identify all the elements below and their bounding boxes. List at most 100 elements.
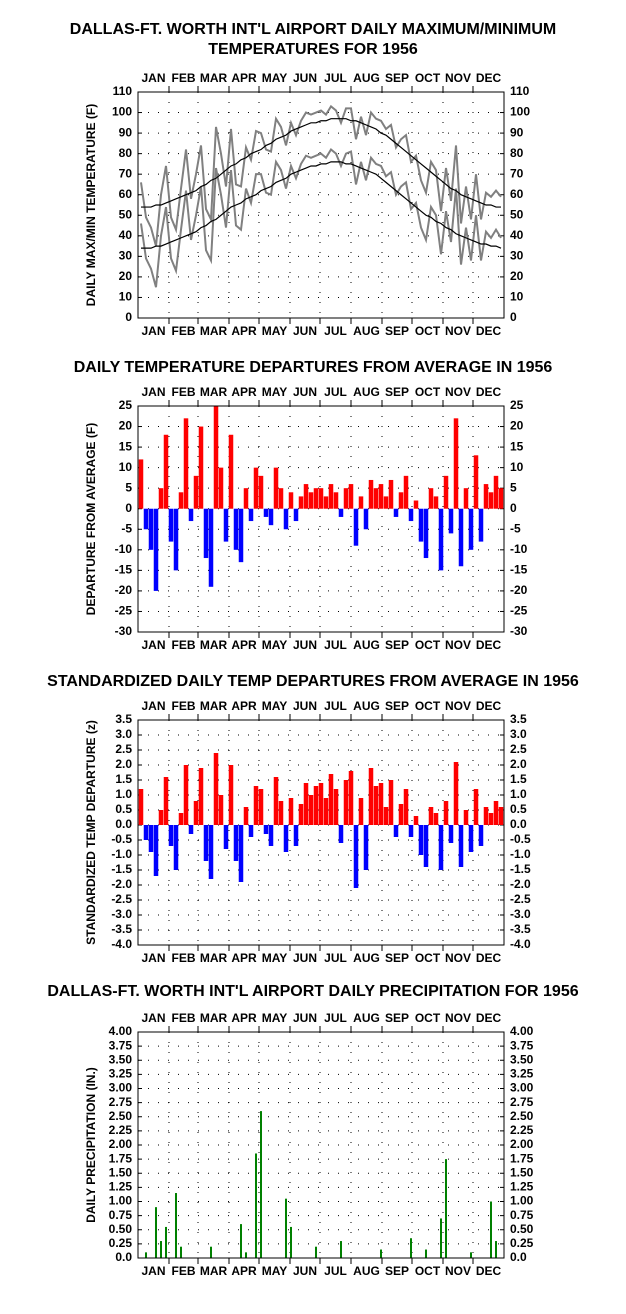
y-tick-label: 70 <box>510 166 524 180</box>
bar <box>208 825 214 879</box>
month-label: OCT <box>415 699 441 713</box>
bar <box>239 1224 243 1258</box>
y-tick-label: -1.0 <box>111 847 132 861</box>
bar <box>469 1252 473 1258</box>
temperature-line <box>141 118 501 208</box>
y-tick-label: 0.0 <box>510 817 527 831</box>
y-tick-label: 3.5 <box>510 712 527 726</box>
bar <box>218 795 224 825</box>
month-label: DEC <box>476 324 502 338</box>
y-tick-label: 5 <box>125 480 132 494</box>
y-tick-label: -3.5 <box>510 922 531 936</box>
month-label: AUG <box>353 1011 380 1025</box>
y-tick-label: 2.00 <box>510 1137 534 1151</box>
month-label: JUL <box>324 324 347 338</box>
bar <box>483 807 489 825</box>
bar <box>424 1249 428 1258</box>
month-label: DEC <box>476 951 502 965</box>
bar <box>348 484 354 509</box>
bar <box>308 492 314 509</box>
y-tick-label: 4.00 <box>109 1024 133 1038</box>
bar <box>298 496 304 509</box>
month-label: DEC <box>476 71 502 85</box>
bar <box>483 484 489 509</box>
bar <box>418 508 424 542</box>
y-tick-label: 2.75 <box>109 1095 133 1109</box>
month-label: APR <box>231 385 257 399</box>
y-tick-label: -10 <box>115 542 133 556</box>
y-tick-label: -2.5 <box>111 892 132 906</box>
bar <box>144 1252 148 1258</box>
bar <box>458 508 464 567</box>
bar <box>439 1218 443 1258</box>
y-axis-label: DAILY MAX/MIN TEMPERATURE (F) <box>84 104 98 306</box>
bar <box>253 467 259 509</box>
y-tick-label: 0.0 <box>115 1250 132 1264</box>
y-tick-label: 50 <box>510 207 524 221</box>
bar <box>213 406 219 509</box>
month-label: APR <box>231 638 257 652</box>
bar <box>493 475 499 509</box>
y-tick-label: 0.5 <box>510 802 527 816</box>
bar <box>328 484 334 509</box>
bar <box>473 455 479 509</box>
y-tick-label: -0.5 <box>111 832 132 846</box>
bar <box>313 786 319 825</box>
month-label: FEB <box>172 71 196 85</box>
bar <box>368 768 374 825</box>
bar <box>154 1207 158 1258</box>
y-tick-label: 10 <box>119 290 133 304</box>
bar <box>458 825 464 867</box>
bar <box>163 777 169 825</box>
bar <box>248 825 254 837</box>
y-tick-label: 3.00 <box>510 1081 534 1095</box>
bar <box>448 508 454 534</box>
bar <box>228 434 234 509</box>
bar <box>423 825 429 867</box>
y-tick-label: 2.00 <box>109 1137 133 1151</box>
y-tick-label: 0 <box>125 501 132 515</box>
y-tick-label: 110 <box>113 84 133 98</box>
month-label: JAN <box>141 385 165 399</box>
y-tick-label: 20 <box>510 419 524 433</box>
month-label: NOV <box>445 324 471 338</box>
y-tick-label: 20 <box>119 269 133 283</box>
month-label: MAR <box>200 951 228 965</box>
y-tick-label: -20 <box>115 583 133 597</box>
bar <box>193 475 199 509</box>
y-tick-label: 0.25 <box>510 1236 534 1250</box>
bar <box>493 801 499 825</box>
bar <box>498 807 504 825</box>
bar <box>223 825 229 849</box>
y-tick-label: 80 <box>510 146 524 160</box>
y-tick-label: -15 <box>115 563 133 577</box>
month-label: FEB <box>172 699 196 713</box>
bar <box>393 825 399 837</box>
y-tick-label: 10 <box>510 290 524 304</box>
bar <box>333 492 339 509</box>
month-label: NOV <box>445 699 471 713</box>
y-tick-label: 1.50 <box>109 1165 133 1179</box>
bar <box>228 765 234 825</box>
month-label: NOV <box>445 1264 471 1278</box>
bar <box>308 795 314 825</box>
month-label: MAY <box>262 324 288 338</box>
month-label: MAY <box>262 699 288 713</box>
bar <box>193 801 199 825</box>
bar <box>283 508 289 530</box>
month-label: JUL <box>324 951 347 965</box>
y-tick-label: 0 <box>125 310 132 324</box>
month-label: OCT <box>415 324 441 338</box>
y-tick-label: 20 <box>119 419 133 433</box>
y-tick-label: 2.0 <box>510 757 527 771</box>
y-tick-label: 1.0 <box>115 787 132 801</box>
month-label: NOV <box>445 385 471 399</box>
month-label: JUN <box>293 951 317 965</box>
y-tick-label: 1.0 <box>510 787 527 801</box>
chart-title: DALLAS-FT. WORTH INT'L AIRPORT DAILY PRE… <box>47 983 578 1000</box>
month-label: APR <box>231 1011 257 1025</box>
bar <box>273 777 279 825</box>
y-tick-label: 0 <box>510 310 517 324</box>
bar <box>318 488 324 509</box>
